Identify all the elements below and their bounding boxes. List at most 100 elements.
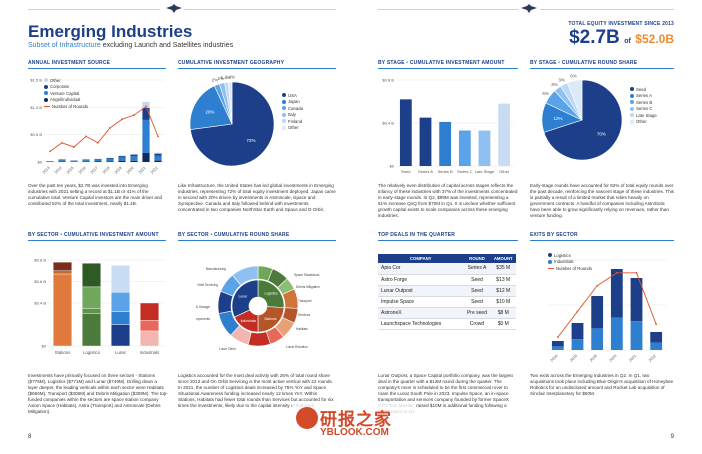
section-stage-share-a: BY STAGE bbox=[530, 60, 557, 66]
geo-legend-swatch bbox=[282, 106, 286, 111]
watermark-text-url: YBLOOK.COM bbox=[320, 427, 389, 438]
exits-xtick: 2016 bbox=[550, 354, 559, 363]
sector-share-outer-label: Materials & Components bbox=[196, 317, 210, 321]
stage-share-legend-item: Series B bbox=[630, 99, 657, 106]
annual-xtick: 2018 bbox=[102, 166, 111, 175]
deal-amount: $13 M bbox=[490, 274, 516, 286]
annual-bar-segment bbox=[58, 159, 66, 161]
section-sector-amount-b: CUMULATIVE INVESTMENT AMOUNT bbox=[63, 232, 159, 238]
total-of: of bbox=[624, 38, 631, 45]
top-deals-table: COMPANY ROUND AMOUNT Apia Cor Series A $35… bbox=[378, 254, 516, 330]
subtitle-highlight: Subset of Infrastructure bbox=[28, 42, 101, 49]
exits-rounds-point bbox=[655, 323, 658, 326]
geo-legend-label: USA bbox=[288, 92, 297, 98]
geo-legend-swatch bbox=[282, 112, 286, 117]
annual-bar-segment bbox=[82, 159, 90, 161]
sector-share-inner-slice bbox=[231, 279, 259, 318]
stage-share-legend-swatch bbox=[630, 106, 634, 111]
exits-bar-segment bbox=[630, 278, 643, 322]
section-annual: ANNUAL INVESTMENT SOURCE bbox=[28, 60, 111, 66]
stage-share-legend-label: Series C bbox=[636, 106, 653, 112]
exits-legend-label: Number of Rounds bbox=[556, 265, 593, 271]
deal-company: AstroneX bbox=[378, 307, 464, 319]
annual-bar-segment bbox=[70, 160, 78, 162]
deal-company: Astro Forge bbox=[378, 274, 464, 286]
annual-bar-segment bbox=[106, 158, 114, 159]
annual-bar-segment bbox=[154, 152, 162, 154]
annual-investment-chart: $0 $0.5 B $1.0 B $1.5 B 2013 2014 2015 2016 2017… bbox=[30, 78, 164, 175]
exits-bar-segment bbox=[610, 317, 623, 350]
stage-share-legend-item: Late Stage bbox=[630, 112, 657, 119]
deal-round: Seed bbox=[463, 274, 491, 286]
geo-legend-swatch bbox=[282, 125, 286, 130]
exits-bar-segment bbox=[551, 341, 564, 347]
stage-share-legend-item: Seed bbox=[630, 86, 657, 93]
section-stage-share-rule bbox=[530, 68, 674, 69]
stage-amount-ytick: $0 bbox=[390, 164, 395, 169]
exits-legend-item: Industrials bbox=[548, 259, 592, 266]
annual-xtick: 2022 bbox=[150, 166, 159, 175]
stage-share-legend-label: Late Stage bbox=[636, 112, 657, 118]
annual-paragraph: Over the past ten years, $2.7B was inves… bbox=[28, 183, 163, 206]
annual-legend-label: Venture Capital bbox=[50, 90, 80, 96]
annual-bar-segment bbox=[106, 158, 114, 162]
sector-amount-bar-segment bbox=[82, 308, 101, 314]
deal-round: Seed bbox=[463, 285, 491, 297]
section-stage-share: BY STAGE • CUMULATIVE ROUND SHARE bbox=[530, 60, 638, 66]
annual-bar-segment bbox=[142, 152, 150, 162]
section-sector-amount: BY SECTOR • CUMULATIVE INVESTMENT AMOUNT bbox=[28, 232, 159, 238]
geo-slice bbox=[189, 85, 233, 130]
deal-round: Seed bbox=[463, 296, 491, 308]
deal-amount: $0 M bbox=[490, 318, 516, 330]
annual-legend-item: Number of Rounds bbox=[44, 103, 88, 110]
stage-share-legend-label: Series B bbox=[636, 99, 653, 105]
section-stage-amount-rule bbox=[378, 68, 518, 69]
annual-ytick: $1.5 B bbox=[30, 78, 42, 83]
stage-amount-xtick: Late Stage bbox=[475, 169, 495, 174]
total-sub: $52.0B bbox=[635, 32, 674, 46]
exits-bar-segment bbox=[551, 346, 564, 350]
exits-rounds-point bbox=[576, 310, 579, 313]
stage-share-pie-chart: 70%12%6%3%3%6% bbox=[541, 74, 623, 161]
annual-xtick: 2014 bbox=[54, 166, 63, 175]
sector-share-outer-label: Lunar Robotics bbox=[286, 345, 308, 349]
exits-rounds-point bbox=[556, 336, 559, 339]
sector-amount-bar-segment bbox=[140, 319, 159, 332]
geo-slice-label: 72% bbox=[246, 138, 255, 143]
annual-rounds-point bbox=[73, 146, 75, 148]
sector-share-sunburst: Logistics Stations Industrials Lunar Space S… bbox=[196, 265, 320, 351]
annual-xtick: 2016 bbox=[78, 166, 87, 175]
annual-xtick: 2019 bbox=[114, 166, 123, 175]
sector-amount-bar-segment bbox=[53, 273, 72, 347]
page-number-left: 8 bbox=[28, 434, 32, 440]
annual-bar-segment bbox=[154, 153, 162, 156]
annual-xtick: 2017 bbox=[90, 166, 99, 175]
stage-share-slice-label: 6% bbox=[570, 74, 577, 78]
annual-xtick: 2020 bbox=[126, 166, 135, 175]
annual-legend-item: Corporate bbox=[44, 84, 88, 91]
stage-share-legend-item: Series A bbox=[630, 93, 657, 100]
space-capital-logo-left bbox=[166, 4, 182, 13]
page-title: Emerging Industries bbox=[28, 22, 193, 41]
exits-paragraph: Two exits across the Emerging Industries… bbox=[530, 373, 674, 396]
deal-amount: $12 M bbox=[490, 285, 516, 297]
annual-bar-segment bbox=[142, 119, 150, 153]
exits-xtick: 2020 bbox=[609, 354, 618, 363]
stage-amount-bar bbox=[419, 117, 432, 166]
annual-legend-label: Corporate bbox=[50, 84, 70, 90]
sector-amount-bar-segment bbox=[82, 313, 101, 347]
exits-bar-segment bbox=[650, 342, 663, 350]
sector-share-outer-label: On Orbit Servicing bbox=[196, 283, 218, 287]
exits-rounds-point bbox=[615, 271, 618, 274]
section-exits: EXITS BY SECTOR bbox=[530, 232, 578, 238]
annual-rounds-point bbox=[133, 114, 135, 116]
sector-amount-bar-segment bbox=[53, 270, 72, 275]
annual-ytick: $1.0 B bbox=[30, 105, 42, 110]
deal-amount: $10 M bbox=[490, 296, 516, 308]
sector-amount-ytick: $0.8 B bbox=[34, 258, 46, 263]
sector-amount-bar-segment bbox=[140, 302, 159, 321]
sector-amount-bar-segment bbox=[82, 263, 101, 288]
exits-legend: Logistics Industrials Number of Rounds bbox=[548, 252, 592, 272]
stage-amount-paragraph: The relatively even distribution of capi… bbox=[378, 183, 518, 218]
stage-amount-xtick: Other bbox=[499, 169, 510, 174]
